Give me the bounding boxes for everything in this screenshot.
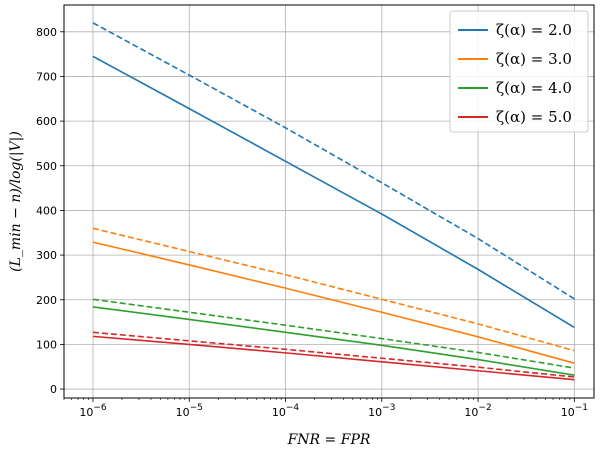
- series-line-4-dashed: [92, 227, 575, 352]
- y-tick-label: 0: [50, 383, 57, 396]
- series-line-2-dashed: [92, 22, 575, 300]
- y-tick-label: 700: [36, 70, 57, 83]
- x-tick-label: 10−3: [368, 403, 395, 419]
- y-axis-ticks: 0 100 200 300 400 500 600 700 800: [36, 26, 64, 396]
- x-axis-ticks: 10−6 10−5 10−4 10−3 10−2 10−1: [63, 398, 588, 419]
- y-tick-label: 600: [36, 115, 57, 128]
- x-tick-label: 10−6: [79, 403, 107, 419]
- x-tick-label: 10−4: [272, 403, 300, 419]
- x-tick-label: 10−1: [561, 403, 588, 419]
- series-line-1-solid: [92, 55, 575, 329]
- legend-box: [449, 10, 589, 133]
- plot-frame: [63, 4, 595, 399]
- series-lines: [92, 22, 575, 381]
- series-line-5-solid: [92, 306, 575, 377]
- y-tick-label: 800: [36, 26, 57, 39]
- y-axis-label: (L_min − n)/log(|V|): [8, 131, 24, 272]
- x-tick-label: 10−5: [176, 403, 203, 419]
- series-line-6-dashed: [92, 298, 575, 369]
- legend-label: ζ(α) = 2.0: [496, 21, 572, 39]
- series-line-7-solid: [92, 335, 575, 381]
- legend-label: ζ(α) = 3.0: [496, 50, 572, 68]
- legend-label: ζ(α) = 4.0: [496, 79, 572, 97]
- y-tick-label: 200: [36, 294, 57, 307]
- y-tick-label: 100: [36, 338, 57, 351]
- y-tick-label: 300: [36, 249, 57, 262]
- legend-label: ζ(α) = 5.0: [496, 108, 572, 126]
- y-tick-label: 500: [36, 160, 57, 173]
- series-line-3-solid: [92, 241, 575, 364]
- y-tick-label: 400: [36, 204, 57, 217]
- x-axis-label: FNR = FPR: [287, 432, 371, 448]
- x-tick-label: 10−2: [464, 403, 491, 419]
- legend: ζ(α) = 2.0 ζ(α) = 3.0 ζ(α) = 4.0 ζ(α) = 5.0: [449, 10, 589, 133]
